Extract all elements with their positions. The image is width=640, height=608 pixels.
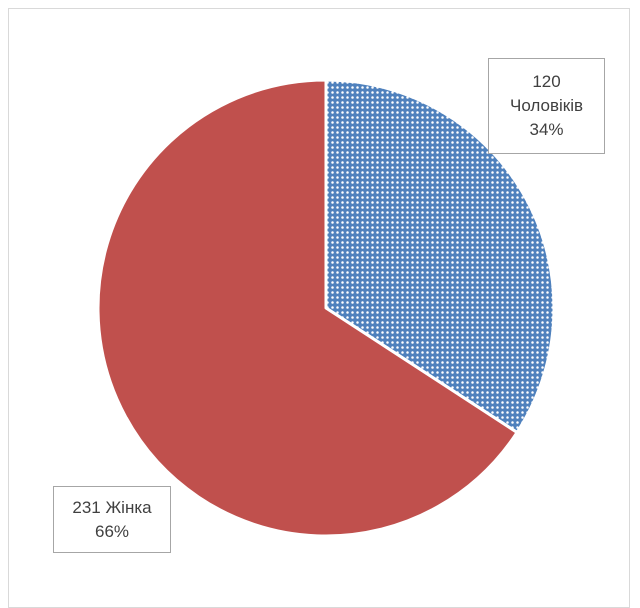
data-label-men-value: 120 (532, 72, 561, 91)
data-label-women-percent: 66% (94, 521, 130, 541)
pie-slices (96, 78, 556, 538)
data-label-men: 120 Чоловіків 34% (488, 58, 605, 154)
data-label-men-percent: 34% (529, 120, 564, 139)
data-label-women-value-name: 231 Жінка (72, 497, 152, 517)
pie-slice-women (96, 78, 519, 538)
data-label-men-name: Чоловіків (509, 96, 584, 115)
data-label-women: 231 Жінка 66% (53, 486, 171, 553)
